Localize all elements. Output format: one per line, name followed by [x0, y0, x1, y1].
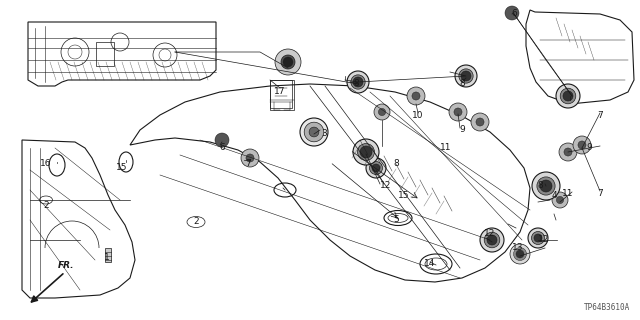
Circle shape: [412, 92, 420, 100]
Circle shape: [300, 118, 328, 146]
Circle shape: [407, 87, 425, 105]
Circle shape: [573, 136, 591, 154]
Circle shape: [516, 250, 524, 258]
Text: 8: 8: [537, 181, 543, 190]
Text: 7: 7: [597, 188, 603, 197]
Circle shape: [563, 91, 573, 101]
Text: 5: 5: [393, 215, 399, 225]
Text: 11: 11: [563, 188, 573, 197]
Circle shape: [455, 65, 477, 87]
Text: TP64B3610A: TP64B3610A: [584, 303, 630, 312]
Circle shape: [304, 122, 324, 142]
Circle shape: [528, 228, 548, 248]
Circle shape: [215, 133, 229, 147]
Text: 7: 7: [597, 110, 603, 119]
Circle shape: [309, 127, 319, 137]
Text: 8: 8: [459, 79, 465, 89]
Text: 9: 9: [586, 143, 592, 153]
Circle shape: [552, 192, 568, 208]
Text: 12: 12: [380, 181, 392, 190]
Text: 4: 4: [551, 191, 557, 201]
Circle shape: [476, 118, 484, 126]
Text: 15: 15: [398, 191, 410, 201]
Circle shape: [487, 235, 497, 245]
Circle shape: [513, 247, 527, 260]
Circle shape: [510, 244, 530, 264]
Text: 6: 6: [511, 9, 517, 18]
Circle shape: [449, 103, 467, 121]
Text: 17: 17: [275, 87, 285, 97]
Text: 13: 13: [512, 244, 524, 252]
Circle shape: [366, 158, 386, 178]
Circle shape: [540, 180, 552, 192]
Circle shape: [378, 108, 385, 116]
Circle shape: [471, 113, 489, 131]
Text: 12: 12: [538, 236, 550, 244]
Circle shape: [559, 143, 577, 161]
Text: 8: 8: [353, 79, 359, 89]
Circle shape: [353, 77, 363, 87]
Circle shape: [283, 57, 293, 67]
Circle shape: [347, 71, 369, 93]
Text: 3: 3: [321, 129, 327, 138]
Circle shape: [532, 172, 560, 200]
Circle shape: [556, 84, 580, 108]
Circle shape: [369, 162, 383, 174]
Text: 6: 6: [219, 143, 225, 153]
Circle shape: [556, 196, 564, 204]
Circle shape: [560, 88, 576, 104]
Circle shape: [534, 234, 542, 242]
Circle shape: [372, 164, 380, 172]
Circle shape: [531, 231, 545, 244]
Text: 12: 12: [484, 229, 496, 238]
Text: 9: 9: [459, 125, 465, 134]
Circle shape: [480, 228, 504, 252]
Text: 11: 11: [440, 143, 452, 153]
Circle shape: [461, 71, 471, 81]
Text: 2: 2: [193, 218, 199, 227]
Text: FR.: FR.: [58, 261, 74, 270]
Text: 7: 7: [245, 158, 251, 167]
Text: 8: 8: [393, 158, 399, 167]
Circle shape: [564, 148, 572, 156]
Circle shape: [246, 154, 254, 162]
Circle shape: [484, 232, 500, 248]
Text: 14: 14: [424, 260, 436, 268]
Circle shape: [358, 144, 374, 160]
Circle shape: [374, 104, 390, 120]
Text: 1: 1: [104, 252, 110, 261]
Text: 2: 2: [43, 202, 49, 211]
Circle shape: [505, 6, 519, 20]
Circle shape: [281, 55, 295, 69]
Text: 16: 16: [40, 159, 52, 169]
Circle shape: [353, 139, 379, 165]
Circle shape: [275, 49, 301, 75]
Circle shape: [360, 146, 372, 158]
Circle shape: [459, 69, 473, 83]
Circle shape: [241, 149, 259, 167]
Text: 10: 10: [412, 110, 424, 119]
FancyBboxPatch shape: [105, 248, 111, 262]
Circle shape: [454, 108, 462, 116]
Text: 15: 15: [116, 164, 128, 172]
Circle shape: [578, 141, 586, 149]
Circle shape: [351, 75, 365, 89]
Circle shape: [537, 177, 555, 195]
